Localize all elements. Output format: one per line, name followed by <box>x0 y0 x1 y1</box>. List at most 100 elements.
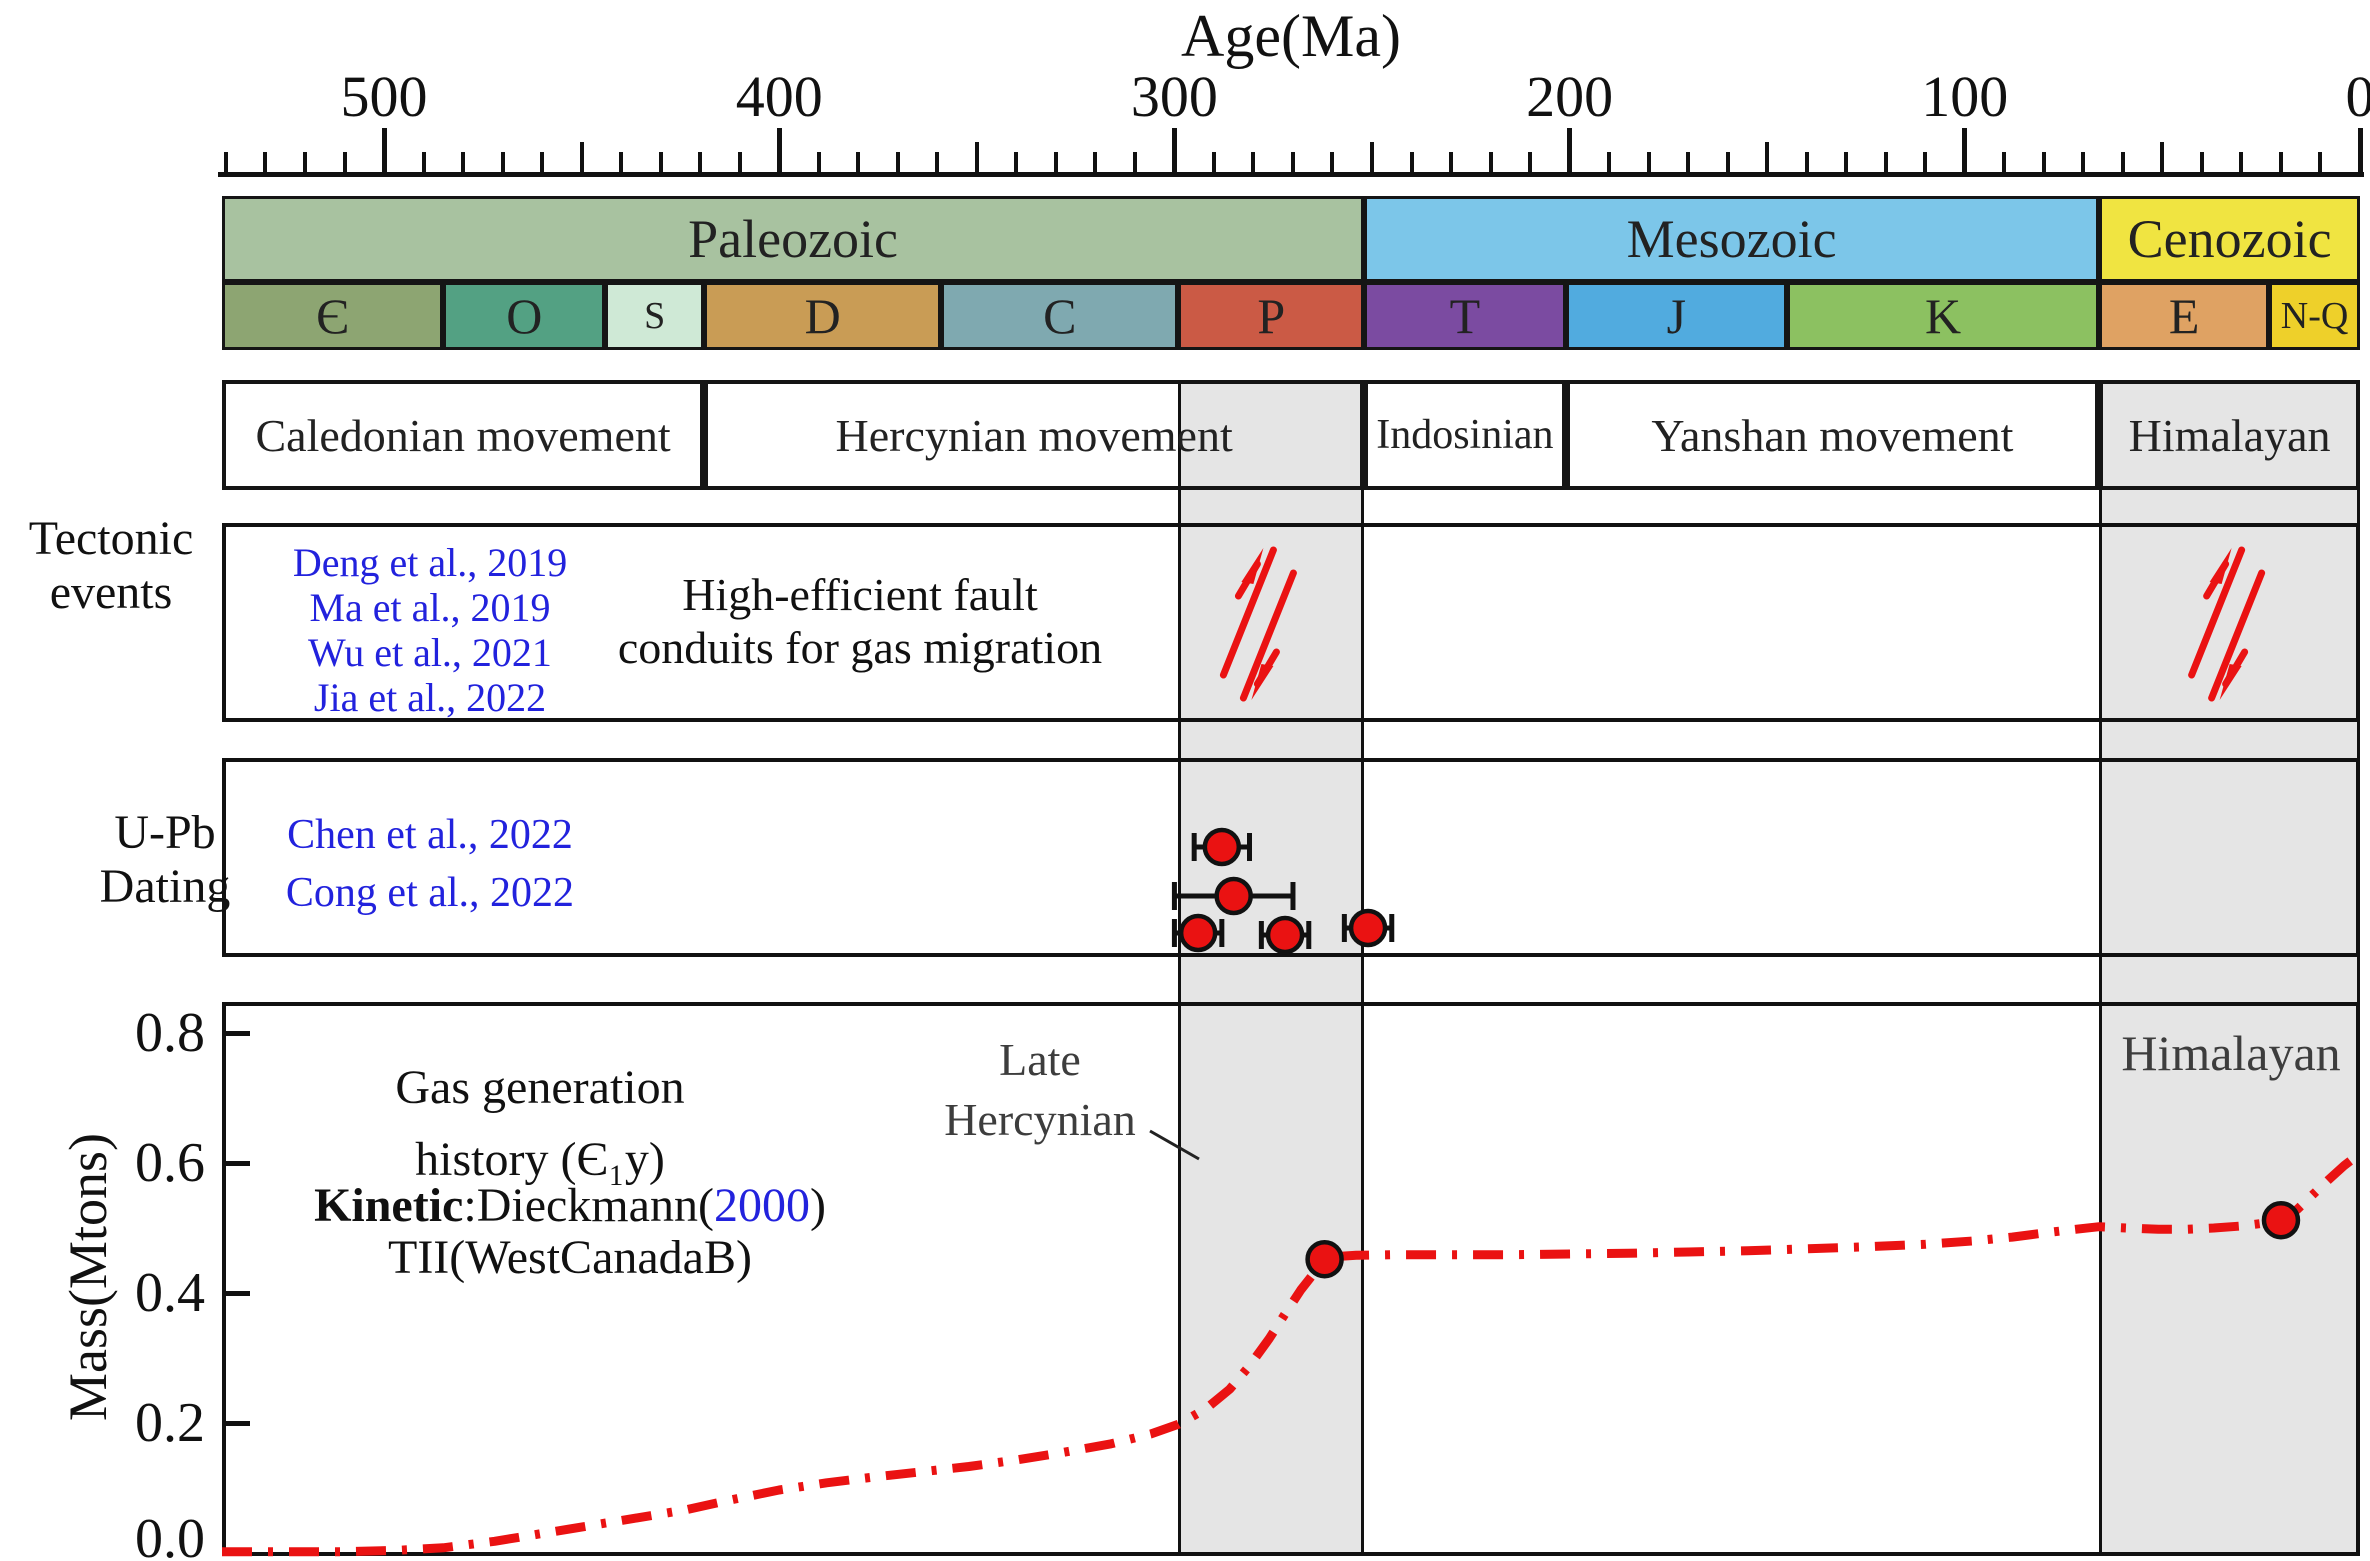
age-axis-tick-label: 300 <box>1130 64 1218 129</box>
fault-note-line1: High-efficient fault <box>682 569 1038 620</box>
age-axis-tick <box>421 152 426 175</box>
age-axis-tick <box>381 128 387 175</box>
period-cell: P <box>1178 282 1365 350</box>
age-axis-tick <box>1765 142 1770 175</box>
age-axis-tick <box>1923 152 1928 175</box>
reference-item: Wu et al., 2021 <box>308 630 552 675</box>
age-axis-tick-label: 400 <box>735 64 823 129</box>
age-axis-tick-label: 200 <box>1526 64 1614 129</box>
reference-item: Ma et al., 2019 <box>309 585 551 630</box>
kinetic-close: ) <box>809 1179 826 1232</box>
age-axis-tick <box>856 152 861 175</box>
age-axis-tick <box>342 152 347 175</box>
age-axis-tick <box>895 152 900 175</box>
chart-title-line1: Gas generation <box>395 1061 685 1114</box>
age-axis-tick <box>1844 152 1849 175</box>
himalayan-annotation: Himalayan <box>2121 1025 2341 1081</box>
age-axis-tick <box>1528 152 1533 175</box>
age-axis-tick <box>2081 152 2086 175</box>
u-pb-label-line1: U-Pb <box>114 806 216 859</box>
y-tick-label: 0.6 <box>135 1132 205 1194</box>
movement-cell: Indosinian <box>1364 380 1566 490</box>
age-axis-tick <box>1725 152 1730 175</box>
reference-item: Deng et al., 2019 <box>292 540 568 585</box>
age-axis-tick <box>1211 152 1216 175</box>
period-cell: E <box>2099 282 2270 350</box>
period-cell: S <box>605 282 705 350</box>
age-axis-tick <box>2160 142 2165 175</box>
age-axis-tick <box>2120 152 2125 175</box>
age-axis-tick <box>1962 128 1968 175</box>
age-axis-tick <box>2041 152 2046 175</box>
period-cell: D <box>704 282 942 350</box>
age-axis-tick <box>2318 152 2323 175</box>
age-axis-tick <box>974 142 979 175</box>
age-axis-tick <box>1449 152 1454 175</box>
age-axis-tick <box>1053 152 1058 175</box>
age-axis-tick <box>263 152 268 175</box>
kinetic-text: :Dieckmann( <box>463 1179 714 1232</box>
period-cell: Є <box>222 282 444 350</box>
age-axis-tick <box>1646 152 1651 175</box>
reference-item: Jia et al., 2022 <box>313 675 547 720</box>
y-tick-label: 0.0 <box>135 1508 205 1561</box>
age-axis-tick <box>737 152 742 175</box>
chart-title: Gas generation history (Є₁y) <box>280 1052 800 1196</box>
y-axis-tick <box>224 1290 250 1296</box>
age-axis-tick <box>1567 128 1573 175</box>
age-axis-tick-label: 100 <box>1921 64 2009 129</box>
age-axis-tick <box>698 152 703 175</box>
age-axis-tick-label: 0 <box>2345 64 2370 129</box>
age-axis-tick <box>1093 152 1098 175</box>
y-axis-tick <box>224 1030 250 1036</box>
period-cell: N-Q <box>2269 282 2360 350</box>
tectonic-references: Deng et al., 2019 Ma et al., 2019 Wu et … <box>240 540 620 720</box>
age-axis-tick <box>1171 128 1177 175</box>
tectonic-events-panel <box>222 523 2360 722</box>
era-cell: Cenozoic <box>2099 196 2360 282</box>
age-axis-tick <box>223 152 228 175</box>
age-axis-tick <box>1330 152 1335 175</box>
age-axis-tick <box>1132 152 1137 175</box>
age-axis-tick <box>540 152 545 175</box>
age-axis-tick <box>1686 152 1691 175</box>
age-axis-tick <box>2357 128 2363 175</box>
age-axis-tick <box>1409 152 1414 175</box>
kinetic-note: Kinetic:Dieckmann(2000) TII(WestCanadaB) <box>245 1180 895 1284</box>
age-axis-tick <box>500 152 505 175</box>
age-axis-tick <box>579 142 584 175</box>
tectonic-label-line2: events <box>49 566 173 619</box>
age-axis-tick <box>935 152 940 175</box>
age-axis-tick <box>2199 152 2204 175</box>
tectonic-events-row-label: Tectonic events <box>0 512 222 620</box>
era-cell: Mesozoic <box>1364 196 2100 282</box>
u-pb-label-line2: Dating <box>99 860 231 913</box>
kinetic-line2: TII(WestCanadaB) <box>388 1231 752 1284</box>
movement-cell: Hercynian movement <box>704 380 1365 490</box>
tectonic-label-line1: Tectonic <box>28 512 194 565</box>
fault-note-line2: conduits for gas migration <box>617 622 1103 673</box>
y-axis-tick <box>224 1420 250 1426</box>
period-cell: C <box>941 282 1179 350</box>
y-axis-tick <box>224 1160 250 1166</box>
period-cell: O <box>443 282 606 350</box>
age-axis-tick <box>1488 152 1493 175</box>
age-axis-tick <box>1804 152 1809 175</box>
age-axis-tick <box>1251 152 1256 175</box>
y-tick-label: 0.2 <box>135 1392 205 1454</box>
kinetic-bold: Kinetic <box>314 1179 464 1232</box>
age-axis-tick <box>2002 152 2007 175</box>
age-axis-tick <box>1607 152 1612 175</box>
u-pb-row-label: U-Pb Dating <box>40 806 290 914</box>
age-axis-tick <box>2239 152 2244 175</box>
y-tick-label: 0.8 <box>135 1002 205 1064</box>
y-tick-label: 0.4 <box>135 1262 205 1324</box>
reference-item: Chen et al., 2022 <box>287 812 573 858</box>
age-axis-title: Age(Ma) <box>1181 3 1401 69</box>
period-cell: K <box>1786 282 2100 350</box>
period-cell: J <box>1565 282 1787 350</box>
age-axis-tick <box>1883 152 1888 175</box>
period-cell: T <box>1364 282 1566 350</box>
late-hercynian-line2: Hercynian <box>944 1094 1136 1145</box>
